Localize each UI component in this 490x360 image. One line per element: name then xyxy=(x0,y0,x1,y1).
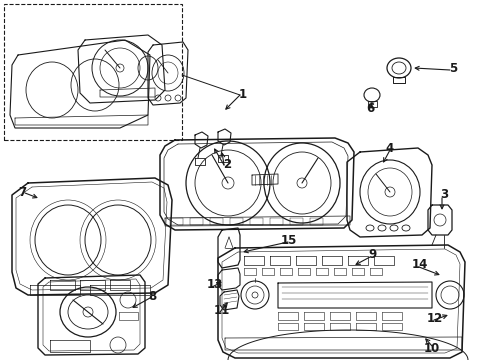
Text: 7: 7 xyxy=(18,185,26,198)
Text: 11: 11 xyxy=(214,303,230,316)
Text: 3: 3 xyxy=(440,189,448,202)
Text: 1: 1 xyxy=(239,89,247,102)
Text: 4: 4 xyxy=(386,141,394,154)
Text: 14: 14 xyxy=(412,258,428,271)
Text: 6: 6 xyxy=(366,102,374,114)
Text: 10: 10 xyxy=(424,342,440,355)
Text: 2: 2 xyxy=(223,158,231,171)
Text: 12: 12 xyxy=(427,311,443,324)
Text: 13: 13 xyxy=(207,279,223,292)
Text: 15: 15 xyxy=(281,234,297,247)
Text: 5: 5 xyxy=(449,62,457,75)
Text: 9: 9 xyxy=(368,248,376,261)
Text: 8: 8 xyxy=(148,289,156,302)
